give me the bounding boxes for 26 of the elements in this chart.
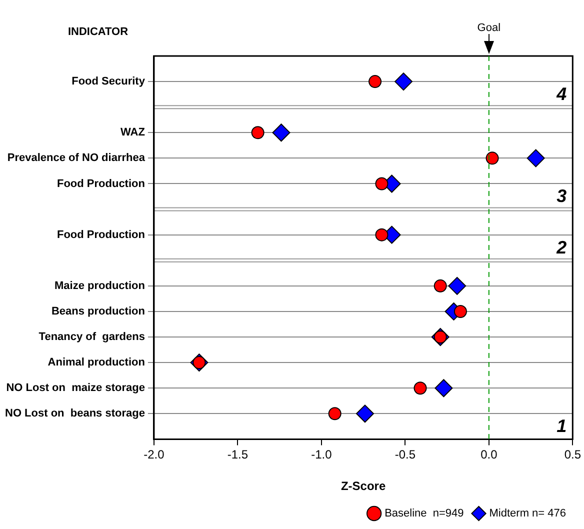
y-axis-title: INDICATOR [68,26,128,38]
y-tick-label: WAZ [120,126,146,139]
annotation: 3 [556,186,567,206]
x-tick-label: 0.0 [480,448,498,462]
ref-line-label: Goal [477,22,501,34]
x-tick-label: -1.5 [227,448,248,462]
y-tick-label: Animal production [48,356,146,369]
y-tick-label: Food Security [72,76,146,88]
x-tick-label: -2.0 [144,448,165,462]
y-tick-label: Beans production [51,306,146,318]
y-tick-label: Tenancy of gardens [38,331,145,344]
x-tick-label: -1.0 [311,448,332,462]
x-tick-label: -0.5 [394,448,416,462]
y-tick-label: Food Production [56,178,146,190]
y-tick-label: Food Production [56,228,146,241]
y-tick-label: NO Lost on maize storage [6,382,145,394]
y-tick-label: Maize production [54,280,146,292]
y-tick-label: NO Lost on beans storage [4,408,145,420]
x-tick-label: 0.5 [564,448,582,462]
legend-label: Baseline n=949 [384,508,464,520]
legend-label: Midterm n= 476 [489,508,566,520]
x-axis-title: Z-Score [340,479,386,494]
annotation: 1 [556,416,567,436]
y-tick-label: Prevalence of NO diarrhea [7,152,146,164]
annotation: 4 [556,84,567,104]
annotation: 2 [556,237,567,258]
